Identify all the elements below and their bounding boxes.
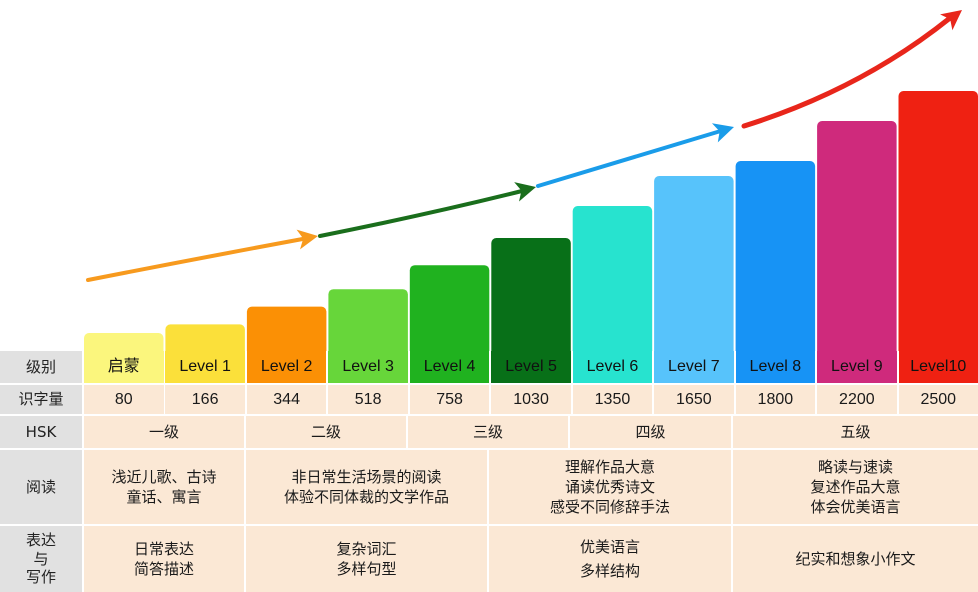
level-label: Level 6 xyxy=(572,351,653,383)
level-label: Level 5 xyxy=(491,351,571,383)
bar xyxy=(246,306,327,351)
level-label: Level10 xyxy=(898,351,978,383)
char-count-value: 518 xyxy=(328,385,408,414)
growth-arrow xyxy=(86,10,962,282)
level-label: 启蒙 xyxy=(84,351,164,383)
reading-cell: 略读与速读 复述作品大意 体会优美语言 xyxy=(733,450,978,524)
char-count-value: 166 xyxy=(165,385,245,414)
writing-cell: 复杂词汇 多样句型 xyxy=(246,526,487,592)
hsk-cell: 二级 xyxy=(246,416,406,448)
bar xyxy=(491,238,571,351)
reading-line: 童话、寓言 xyxy=(126,488,202,506)
hsk-cell: 四级 xyxy=(570,416,731,448)
reading-line: 复述作品大意 xyxy=(810,477,901,496)
reading-line: 非日常生活场景的阅读 xyxy=(291,467,442,486)
level-label: Level 8 xyxy=(735,351,816,383)
bar xyxy=(654,176,734,351)
level-label: Level 3 xyxy=(328,351,408,383)
row-label-level: 级别 xyxy=(0,351,82,383)
writing-line: 纪实和想象小作文 xyxy=(795,549,916,568)
char-count-value: 2500 xyxy=(898,385,978,414)
row-label-writing-line: 与 xyxy=(33,549,49,568)
reading-cell: 浅近儿歌、古诗 童话、寓言 xyxy=(84,450,244,524)
curriculum-table: 级别 识字量 HSK 阅读 表达 与 写作 启蒙 Level 1 Level 2 Le… xyxy=(0,351,978,592)
reading-line: 理解作品大意 xyxy=(564,457,655,476)
reading-line: 感受不同修辞手法 xyxy=(549,498,670,517)
reading-line: 体验不同体裁的文学作品 xyxy=(283,488,449,506)
level-label: Level 1 xyxy=(165,351,245,383)
reading-line: 体会优美语言 xyxy=(810,498,901,517)
writing-line: 多样句型 xyxy=(336,560,397,578)
hsk-cell: 五级 xyxy=(733,416,978,448)
arrow-segment xyxy=(741,15,953,129)
char-count-value: 1650 xyxy=(654,385,734,414)
char-count-value: 1030 xyxy=(491,385,571,414)
level-bar-chart xyxy=(84,10,978,351)
reading-cell: 非日常生活场景的阅读 体验不同体裁的文学作品 xyxy=(246,450,487,524)
bar xyxy=(572,206,653,351)
row-label-hsk: HSK xyxy=(0,416,82,448)
row-label-writing: 表达 与 写作 xyxy=(0,526,82,592)
reading-cell: 理解作品大意 诵读优秀诗文 感受不同修辞手法 xyxy=(489,450,731,524)
bar xyxy=(817,121,897,351)
arrow-segment xyxy=(86,236,310,282)
hsk-cell: 三级 xyxy=(408,416,568,448)
writing-line: 多样结构 xyxy=(579,562,640,580)
level-label: Level 9 xyxy=(817,351,897,383)
char-count-value: 344 xyxy=(246,385,327,414)
arrow-head xyxy=(296,229,318,250)
bar xyxy=(409,265,490,351)
reading-line: 浅近儿歌、古诗 xyxy=(111,467,217,486)
level-label: Level 2 xyxy=(246,351,327,383)
bar xyxy=(735,161,816,351)
hsk-cell: 一级 xyxy=(84,416,244,448)
char-count-value: 1350 xyxy=(572,385,653,414)
writing-line: 日常表达 xyxy=(133,539,194,558)
row-label-chars: 识字量 xyxy=(0,385,82,414)
row-label-writing-line: 表达 xyxy=(25,530,56,549)
arrow-segment xyxy=(536,128,726,188)
char-count-value: 80 xyxy=(84,385,164,414)
arrow-head xyxy=(711,123,734,143)
writing-cell: 纪实和想象小作文 xyxy=(733,526,978,592)
writing-cell: 日常表达 简答描述 xyxy=(84,526,244,592)
arrow-segment xyxy=(318,188,528,238)
bar xyxy=(898,91,978,351)
writing-line: 复杂词汇 xyxy=(336,539,397,558)
writing-line: 优美语言 xyxy=(579,538,640,556)
level-label: Level 4 xyxy=(409,351,490,383)
row-label-writing-line: 写作 xyxy=(25,568,56,587)
reading-line: 诵读优秀诗文 xyxy=(564,477,655,496)
char-count-value: 1800 xyxy=(735,385,816,414)
arrow-head xyxy=(514,182,536,202)
char-count-value: 758 xyxy=(409,385,490,414)
writing-cell: 优美语言 多样结构 xyxy=(489,526,731,592)
bars-layer xyxy=(84,91,978,351)
level-label: Level 7 xyxy=(654,351,734,383)
bar xyxy=(84,333,164,351)
char-count-value: 2200 xyxy=(817,385,897,414)
bar xyxy=(328,289,408,351)
row-label-reading: 阅读 xyxy=(0,450,82,524)
writing-line: 简答描述 xyxy=(133,560,194,578)
bar xyxy=(165,324,245,351)
arrow-head xyxy=(940,10,962,31)
reading-line: 略读与速读 xyxy=(817,457,893,476)
